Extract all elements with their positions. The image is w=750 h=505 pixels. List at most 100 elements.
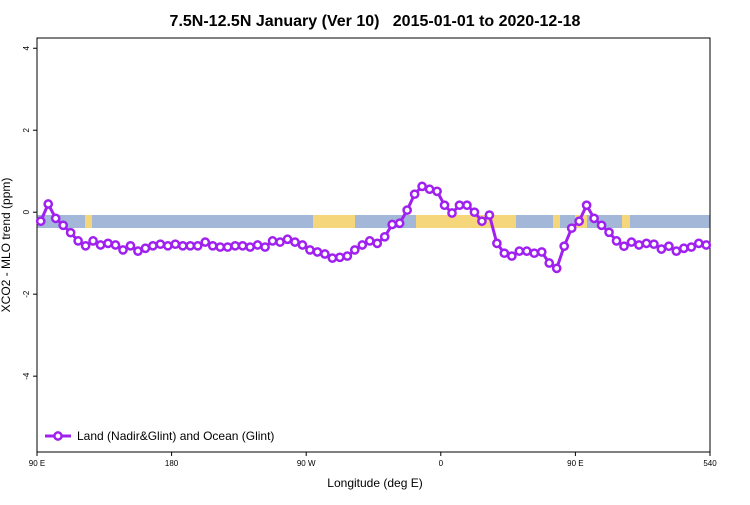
x-tick-label: 0 (439, 459, 444, 468)
data-point (402, 205, 412, 216)
data-point (118, 245, 128, 255)
data-point (671, 246, 682, 256)
data-point (581, 200, 592, 211)
data-point (379, 231, 390, 242)
data-point (349, 245, 360, 255)
data-point (103, 238, 113, 249)
data-point (185, 240, 196, 251)
land-patch (622, 215, 630, 228)
data-point (237, 240, 248, 251)
land-patch (85, 215, 92, 228)
data-point (312, 247, 323, 257)
data-point (439, 200, 450, 211)
data-point (462, 200, 472, 211)
data-point (177, 240, 188, 251)
data-point (529, 248, 540, 259)
y-tick-label: 2 (22, 127, 31, 132)
data-point (327, 253, 338, 263)
data-point (260, 242, 270, 252)
data-point (499, 248, 510, 259)
data-point (163, 240, 173, 251)
data-point (409, 189, 420, 200)
data-point (626, 237, 637, 247)
legend-label: Land (Nadir&Glint) and Ocean (Glint) (77, 429, 274, 443)
data-point (544, 258, 555, 268)
x-tick-label: 90 E (567, 459, 583, 468)
data-point (155, 239, 166, 250)
data-point (484, 210, 495, 220)
data-point (43, 199, 54, 209)
data-point (342, 251, 353, 261)
data-point (215, 242, 226, 252)
data-point (447, 208, 457, 218)
data-point (80, 240, 91, 251)
data-point (267, 236, 278, 246)
data-point (252, 240, 263, 250)
land-patch (313, 215, 355, 228)
data-point (320, 249, 330, 259)
data-point (678, 243, 689, 254)
data-point (140, 243, 151, 254)
x-tick-label: 180 (165, 459, 179, 468)
data-point (88, 236, 98, 246)
data-point (245, 242, 255, 252)
data-point (619, 241, 629, 252)
data-point (207, 240, 218, 251)
data-point (58, 220, 69, 231)
data-point (559, 241, 570, 252)
data-point (297, 240, 308, 250)
data-point (536, 247, 547, 257)
data-point (65, 227, 76, 238)
y-tick-label: 4 (22, 45, 31, 50)
data-point (394, 218, 405, 229)
data-point (50, 213, 61, 224)
data-point (454, 200, 465, 211)
data-point (357, 240, 368, 250)
data-point (589, 213, 599, 224)
data-point (634, 240, 644, 250)
y-tick-label: -4 (22, 372, 31, 380)
y-tick-label: -2 (22, 290, 31, 298)
y-axis-label: XCO2 - MLO trend (ppm) (0, 178, 13, 313)
data-point (305, 245, 315, 255)
data-point (290, 237, 300, 247)
y-tick-label: 0 (22, 209, 31, 214)
data-point (477, 216, 487, 227)
data-point (170, 239, 181, 250)
x-tick-label: 540 (703, 459, 717, 468)
data-point (596, 220, 607, 231)
data-point (387, 219, 398, 230)
data-point (282, 234, 293, 245)
data-point (200, 237, 211, 247)
data-point (364, 236, 375, 246)
data-point (656, 244, 667, 254)
data-point (701, 240, 712, 250)
data-point (95, 240, 106, 250)
data-point (641, 238, 652, 249)
data-point (35, 216, 46, 227)
data-point (230, 240, 241, 251)
data-point (192, 240, 203, 251)
data-point (148, 240, 158, 251)
legend-marker (53, 431, 63, 441)
data-point (649, 239, 659, 250)
x-tick-label: 90 W (297, 459, 316, 468)
x-axis-label: Longitude (deg E) (327, 476, 422, 490)
data-point (686, 242, 697, 252)
data-point (125, 240, 136, 251)
data-point (664, 241, 674, 252)
legend-item: Land (Nadir&Glint) and Ocean (Glint) (45, 429, 274, 443)
x-tick-label: 90 E (29, 459, 45, 468)
land-ocean-band (37, 215, 710, 228)
data-point (133, 246, 143, 256)
data-point (566, 223, 577, 234)
land-patch (416, 215, 516, 228)
data-point (521, 246, 532, 256)
data-point (604, 227, 614, 238)
data-point (372, 238, 383, 249)
data-point (275, 237, 285, 247)
data-point (611, 236, 622, 246)
data-point (222, 242, 233, 252)
data-point (432, 186, 442, 197)
